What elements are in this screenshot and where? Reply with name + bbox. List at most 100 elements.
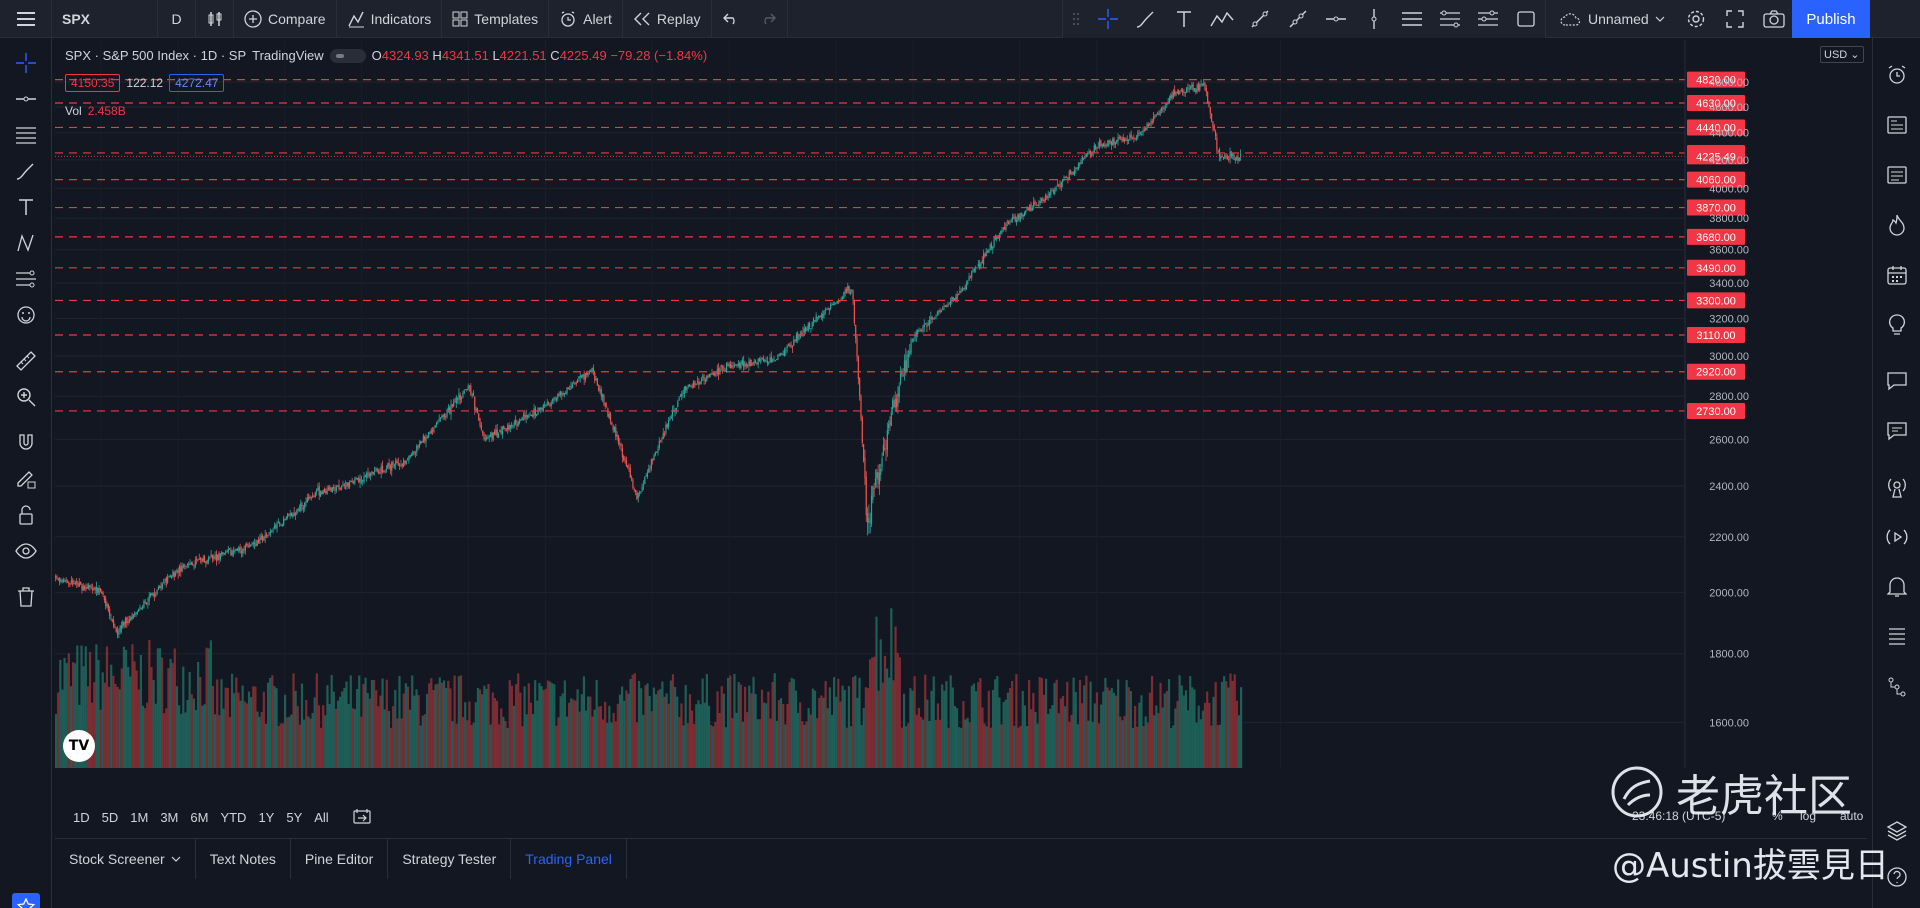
- prediction-tools-button[interactable]: [13, 266, 39, 292]
- range-6m-button[interactable]: 6M: [190, 809, 209, 825]
- data-window-button[interactable]: [1884, 162, 1910, 188]
- alerts-sidebar-button[interactable]: [1884, 62, 1910, 88]
- layers-button[interactable]: [1884, 818, 1910, 844]
- menu-button[interactable]: [0, 0, 52, 38]
- range-all-button[interactable]: All: [314, 809, 329, 825]
- symbol-search-button[interactable]: SPX: [52, 0, 158, 38]
- watchlist-button[interactable]: [1884, 112, 1910, 138]
- candle-body: [64, 581, 66, 583]
- compare-button[interactable]: Compare: [234, 0, 337, 38]
- vertical-line-tool-button[interactable]: [1355, 0, 1393, 38]
- remove-drawings-button[interactable]: [13, 584, 39, 610]
- range-5d-button[interactable]: 5D: [101, 809, 119, 825]
- candle-body: [806, 329, 808, 331]
- alert-button[interactable]: Alert: [549, 0, 623, 38]
- candle-body: [329, 486, 331, 491]
- percent-scale-toggle[interactable]: %: [1772, 809, 1783, 823]
- icons-tools-button[interactable]: [13, 302, 39, 328]
- brush-tool-button[interactable]: [1127, 0, 1165, 38]
- trendline-tool-button[interactable]: [1241, 0, 1279, 38]
- range-5y-button[interactable]: 5Y: [286, 809, 303, 825]
- sell-price-box[interactable]: 4150.35: [65, 74, 121, 92]
- range-ytd-button[interactable]: YTD: [220, 809, 247, 825]
- video-button[interactable]: [1884, 524, 1910, 550]
- fib-tools-button[interactable]: [13, 122, 39, 148]
- crosshair-cursor-button[interactable]: [13, 50, 39, 76]
- clock[interactable]: 23:46:18 (UTC-5): [1632, 809, 1726, 823]
- snapshot-button[interactable]: [1755, 0, 1793, 38]
- candle-body: [872, 486, 874, 500]
- interval-button[interactable]: D: [158, 0, 196, 38]
- templates-button[interactable]: Templates: [442, 0, 550, 38]
- candle-body: [251, 543, 253, 545]
- chart-pane[interactable]: 2016Jun2017Jun2018Jun2019Jun2020Jun2021J…: [55, 40, 1810, 768]
- volume-bar: [449, 688, 452, 768]
- calendar-button[interactable]: [1884, 262, 1910, 288]
- fullscreen-button[interactable]: [1716, 0, 1754, 38]
- auto-scale-toggle[interactable]: auto: [1840, 809, 1864, 823]
- zoom-in-button[interactable]: [13, 384, 39, 410]
- range-1m-button[interactable]: 1M: [130, 809, 149, 825]
- hotlists-button[interactable]: [1884, 212, 1910, 238]
- streams-button[interactable]: [1884, 474, 1910, 500]
- horizontal-line-tool-button[interactable]: [1317, 0, 1355, 38]
- object-tree-button[interactable]: [1884, 674, 1910, 700]
- drag-handle[interactable]: [1063, 0, 1089, 38]
- hide-drawings-button[interactable]: [13, 538, 39, 564]
- replay-button[interactable]: Replay: [623, 0, 712, 38]
- rectangle-tool-button[interactable]: [1507, 0, 1545, 38]
- undo-button[interactable]: [712, 0, 750, 38]
- publish-button[interactable]: Publish: [1792, 0, 1870, 38]
- layout-name-button[interactable]: Unnamed: [1560, 0, 1665, 38]
- range-3m-button[interactable]: 3M: [160, 809, 179, 825]
- parallel-channel-tool-button[interactable]: [1393, 0, 1431, 38]
- ray-tool-button[interactable]: [1279, 0, 1317, 38]
- legend-visibility-toggle[interactable]: [329, 48, 366, 63]
- candle-body: [856, 338, 858, 357]
- lock-drawings-button[interactable]: [13, 502, 39, 528]
- tab-text-notes[interactable]: Text Notes: [196, 838, 291, 879]
- go-to-date-button[interactable]: [353, 808, 371, 827]
- crosshair-tool-button[interactable]: [1089, 0, 1127, 38]
- brush-tools-button[interactable]: [13, 158, 39, 184]
- pattern-tool-button[interactable]: [1203, 0, 1241, 38]
- candle-body: [972, 270, 974, 272]
- volume-bar: [1212, 696, 1215, 768]
- tab-stock-screener[interactable]: Stock Screener: [55, 838, 196, 879]
- text-tool-button[interactable]: [1165, 0, 1203, 38]
- buy-price-box[interactable]: 4272.47: [169, 74, 225, 92]
- fib-extension-tool-button[interactable]: [1469, 0, 1507, 38]
- log-scale-toggle[interactable]: log: [1800, 809, 1817, 823]
- magnet-button[interactable]: [13, 430, 39, 456]
- measure-button[interactable]: [13, 348, 39, 374]
- volume-bar: [737, 682, 740, 768]
- volume-bar: [402, 693, 405, 768]
- range-1y-button[interactable]: 1Y: [258, 809, 275, 825]
- price-chart[interactable]: 2016Jun2017Jun2018Jun2019Jun2020Jun2021J…: [55, 40, 1810, 768]
- favorites-button[interactable]: [12, 893, 40, 908]
- tradingview-logo[interactable]: TV: [63, 730, 95, 762]
- dom-button[interactable]: [1884, 624, 1910, 650]
- fib-tool-button[interactable]: [1431, 0, 1469, 38]
- trend-line-tools-button[interactable]: [13, 86, 39, 112]
- volume-bar: [849, 726, 853, 768]
- settings-button[interactable]: [1677, 0, 1715, 38]
- indicators-button[interactable]: Indicators: [337, 0, 443, 38]
- candle-body: [101, 592, 103, 594]
- stay-in-drawing-mode-button[interactable]: [13, 466, 39, 492]
- currency-selector[interactable]: USD ⌄: [1820, 46, 1864, 63]
- text-tools-button[interactable]: [13, 194, 39, 220]
- tab-strategy-tester[interactable]: Strategy Tester: [388, 838, 512, 879]
- ideas-button[interactable]: [1884, 312, 1910, 338]
- chats-button[interactable]: [1884, 368, 1910, 394]
- volume-bar: [544, 688, 547, 768]
- tab-pine-editor[interactable]: Pine Editor: [291, 838, 389, 879]
- pattern-tools-button[interactable]: [13, 230, 39, 256]
- help-button[interactable]: [1884, 864, 1910, 890]
- redo-button[interactable]: [750, 0, 788, 38]
- range-1d-button[interactable]: 1D: [73, 809, 90, 825]
- notifications-button[interactable]: [1884, 574, 1910, 600]
- chart-type-button[interactable]: [196, 0, 234, 38]
- public-chats-button[interactable]: [1884, 418, 1910, 444]
- tab-trading-panel[interactable]: Trading Panel: [511, 838, 627, 879]
